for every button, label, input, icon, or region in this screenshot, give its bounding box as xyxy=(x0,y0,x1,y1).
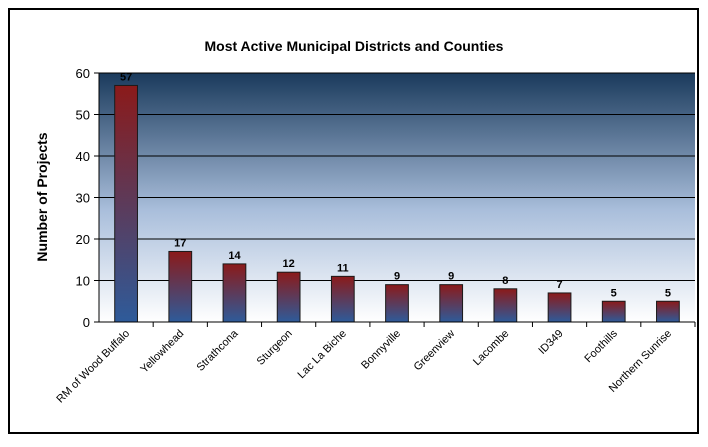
bar xyxy=(439,284,464,323)
data-label: 9 xyxy=(448,271,454,283)
data-label: 5 xyxy=(611,287,617,299)
y-tick-label: 60 xyxy=(76,66,90,81)
y-tick-label: 40 xyxy=(76,149,90,164)
y-tick-label: 50 xyxy=(76,108,90,123)
y-tick-label: 10 xyxy=(76,274,90,289)
chart-title: Most Active Municipal Districts and Coun… xyxy=(205,38,504,54)
bar xyxy=(168,250,193,323)
y-tick-label: 0 xyxy=(83,315,90,330)
bar xyxy=(601,300,626,323)
bar xyxy=(656,300,680,323)
data-label: 12 xyxy=(283,258,295,270)
data-label: 5 xyxy=(665,287,671,299)
bar xyxy=(114,84,138,323)
bar xyxy=(547,292,572,323)
bar xyxy=(385,284,409,323)
bar xyxy=(276,271,301,323)
y-axis-label: Number of Projects xyxy=(34,132,50,261)
data-label: 7 xyxy=(556,279,562,291)
gridlines xyxy=(99,72,695,281)
data-label: 11 xyxy=(337,262,349,274)
y-tick-label: 30 xyxy=(76,191,90,206)
bar xyxy=(222,263,247,323)
bar xyxy=(330,275,355,323)
bar xyxy=(493,288,518,323)
data-label: 57 xyxy=(120,71,132,83)
data-label: 8 xyxy=(502,275,508,287)
y-tick-label: 20 xyxy=(76,232,90,247)
data-label: 9 xyxy=(394,271,400,283)
data-label: 14 xyxy=(228,250,241,262)
y-axis-ticks: 0 10 20 30 40 50 60 xyxy=(76,66,99,330)
data-label: 17 xyxy=(174,237,186,249)
bar-series: 57 17 14 12 11 9 9 8 7 5 5 xyxy=(114,71,680,323)
